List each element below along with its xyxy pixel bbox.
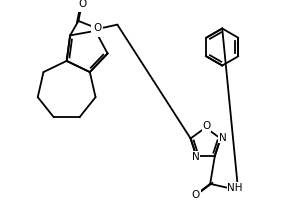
Text: NH: NH [227, 183, 243, 193]
Text: O: O [94, 23, 102, 33]
Text: N: N [218, 133, 226, 143]
Text: O: O [191, 190, 200, 200]
Text: S: S [92, 26, 99, 36]
Text: O: O [78, 0, 86, 9]
Text: N: N [191, 152, 199, 162]
Text: O: O [202, 121, 211, 131]
